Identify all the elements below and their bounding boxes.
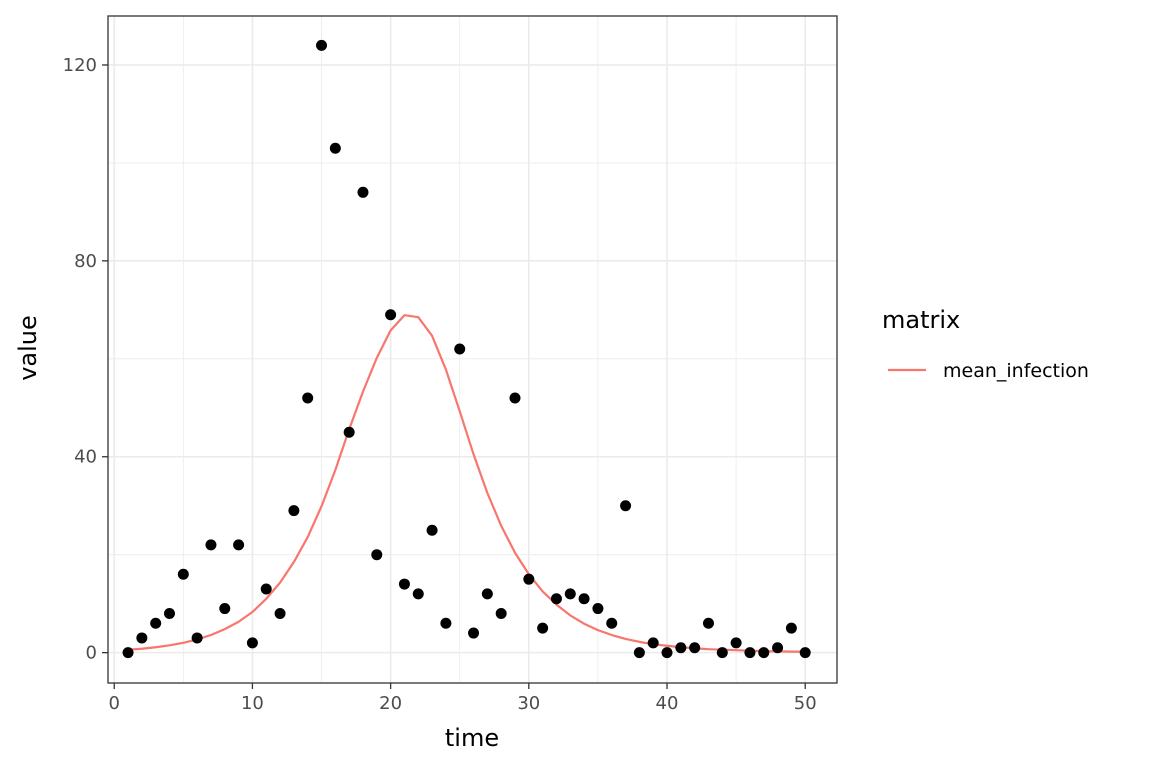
data-point: [689, 642, 701, 654]
data-point: [550, 593, 562, 605]
data-point: [481, 588, 493, 600]
data-point: [219, 603, 231, 615]
data-point: [661, 647, 673, 659]
data-point: [454, 343, 466, 355]
data-point: [246, 637, 258, 649]
data-point: [191, 632, 203, 644]
data-point: [758, 647, 770, 659]
series-lines: [127, 314, 806, 653]
data-point: [398, 578, 410, 590]
y-tick-label: 0: [86, 643, 97, 664]
data-point: [371, 549, 383, 561]
x-tick-label: 10: [241, 693, 264, 714]
data-point: [495, 607, 507, 619]
data-point: [592, 603, 604, 615]
major-grid: [108, 16, 837, 683]
data-point: [675, 642, 687, 654]
data-point: [509, 392, 521, 404]
legend: matrix mean_infection: [882, 306, 1089, 382]
y-axis-ticks: 0 40 80 120: [63, 55, 108, 664]
y-tick-label: 40: [74, 447, 97, 468]
data-point: [260, 583, 272, 595]
data-point: [150, 617, 162, 629]
data-point: [163, 607, 175, 619]
y-tick-label: 80: [74, 251, 97, 272]
data-point: [730, 637, 742, 649]
y-axis-title: value: [14, 315, 42, 381]
data-point: [702, 617, 714, 629]
panel-border: [107, 15, 838, 684]
data-point: [785, 622, 797, 634]
data-point: [564, 588, 576, 600]
x-tick-label: 30: [517, 693, 540, 714]
data-point: [412, 588, 424, 600]
data-point: [136, 632, 148, 644]
data-point: [385, 309, 397, 321]
data-point: [177, 568, 189, 580]
data-point: [233, 539, 245, 551]
x-axis-title: time: [445, 724, 499, 752]
x-tick-label: 0: [108, 693, 119, 714]
data-point: [440, 617, 452, 629]
data-point: [647, 637, 659, 649]
data-point: [772, 642, 784, 654]
data-point: [620, 500, 632, 512]
series-line-mean-infection: [127, 314, 806, 653]
minor-grid: [108, 16, 837, 683]
legend-title: matrix: [882, 306, 960, 334]
data-point: [302, 392, 314, 404]
data-point: [716, 647, 728, 659]
data-point: [799, 647, 811, 659]
legend-label-mean-infection: mean_infection: [943, 360, 1089, 382]
data-point: [606, 617, 618, 629]
data-point: [578, 593, 590, 605]
data-point: [329, 142, 341, 154]
data-point: [426, 524, 438, 536]
data-point: [357, 186, 369, 198]
data-point: [343, 426, 355, 438]
data-points: [122, 39, 811, 659]
data-point: [744, 647, 756, 659]
data-point: [537, 622, 549, 634]
data-point: [523, 573, 535, 585]
x-tick-label: 50: [794, 693, 817, 714]
x-tick-label: 40: [656, 693, 679, 714]
data-point: [205, 539, 217, 551]
data-point: [468, 627, 480, 639]
y-tick-label: 120: [63, 55, 97, 76]
x-tick-label: 20: [379, 693, 402, 714]
data-point: [288, 505, 300, 517]
data-point: [122, 647, 134, 659]
data-point: [316, 39, 328, 51]
data-point: [274, 607, 286, 619]
data-point: [633, 647, 645, 659]
x-axis-ticks: 0 10 20 30 40 50: [108, 683, 817, 714]
